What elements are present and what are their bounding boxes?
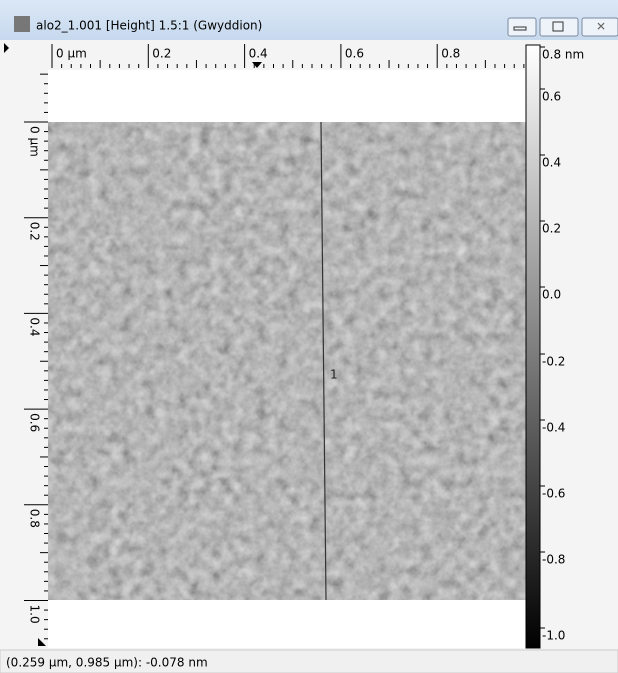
color-scale-label: -0.8: [542, 553, 565, 567]
maximize-button[interactable]: [539, 17, 579, 37]
profile-marker: 1: [330, 368, 338, 382]
maximize-icon: [552, 21, 564, 32]
x-ruler-label: 0.8: [441, 47, 460, 61]
color-scale-label: 0.8 nm: [542, 48, 584, 62]
color-scale-bar: [525, 44, 541, 649]
x-position-marker: [252, 62, 262, 68]
status-text: (0.259 µm, 0.985 µm): -0.078 nm: [6, 656, 208, 670]
y-ruler-label: 0.2: [28, 222, 42, 241]
minimize-icon: [513, 26, 527, 31]
color-scale-label: 0.6: [542, 90, 561, 104]
status-bar: [0, 649, 618, 673]
x-ruler-label: 0.2: [152, 47, 171, 61]
ruler-corner-arrow: [38, 638, 46, 646]
color-scale-label: -0.4: [542, 421, 565, 435]
color-scale-label: 0.2: [542, 222, 561, 236]
ruler-corner-arrow: [4, 43, 9, 53]
window-title: alo2_1.001 [Height] 1.5:1 (Gwyddion): [36, 19, 262, 33]
y-ruler-label: 0.6: [28, 413, 42, 432]
height-image: [48, 122, 526, 600]
color-scale-label: -0.6: [542, 487, 565, 501]
color-scale-label: 0.0: [542, 288, 561, 302]
close-icon: ✕: [596, 20, 606, 34]
y-ruler-label: 0.8: [28, 509, 42, 528]
color-scale-label: -0.2: [542, 355, 565, 369]
y-ruler-label: 1.0: [28, 605, 42, 624]
y-ruler-label: 0 µm: [28, 126, 42, 157]
color-scale-label: 0.4: [542, 156, 561, 170]
close-button[interactable]: [581, 17, 618, 37]
x-ruler-label: 0.6: [345, 47, 364, 61]
profile-line: [320, 121, 327, 601]
x-ruler-label: 0 µm: [56, 47, 87, 61]
y-ruler-label: 0.4: [28, 317, 42, 336]
color-scale-label: -1.0: [542, 629, 565, 643]
x-ruler-label: 0.4: [249, 47, 268, 61]
window-icon: [14, 16, 30, 32]
